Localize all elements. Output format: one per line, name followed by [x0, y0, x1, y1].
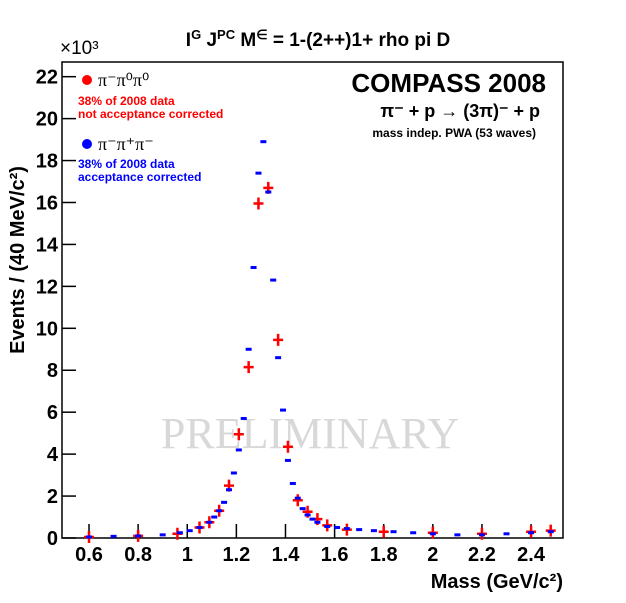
data-point [273, 333, 284, 346]
x-tick-label: 1 [182, 544, 193, 566]
x-tick-label: 2 [427, 544, 438, 566]
title-part: M [235, 30, 256, 51]
data-point [378, 525, 389, 538]
title-part: = 1-(2++)1+ rho pi D [268, 30, 451, 51]
legend-marker [82, 139, 92, 149]
x-tick-label: 1.6 [321, 544, 349, 566]
title-sup: PC [217, 27, 236, 42]
title-part: J [201, 30, 217, 51]
y-tick-label: 12 [36, 276, 58, 298]
x-tick-label: 2.2 [468, 544, 496, 566]
x-tick-label: 1.2 [222, 544, 250, 566]
data-point [292, 494, 303, 507]
legend-note: acceptance corrected [78, 170, 201, 184]
y-axis-label: Events / (40 MeV/c²) [7, 166, 29, 354]
x-tick-label: 1.8 [370, 544, 398, 566]
legend-label: π⁻π⁺π⁻ [98, 134, 154, 154]
x-tick-label: 0.8 [124, 544, 152, 566]
y-tick-label: 0 [47, 528, 58, 550]
legend-note: not acceptance corrected [78, 107, 223, 121]
legend-label: π⁻π⁰π⁰ [98, 70, 149, 90]
annotation: π⁻ + p → (3π)⁻ + p [380, 101, 540, 121]
legend-note: 38% of 2008 data [78, 94, 175, 108]
x-tick-label: 2.4 [517, 544, 546, 566]
x-tick-label: 0.6 [75, 544, 103, 566]
title-sup: G [191, 27, 201, 42]
x-axis-label: Mass (GeV/c²) [431, 571, 563, 593]
watermark: PRELIMINARY [161, 409, 459, 458]
y-tick-label: 16 [36, 192, 58, 214]
data-point [282, 440, 293, 453]
y-multiplier: ×10³ [60, 38, 99, 59]
y-tick-label: 14 [36, 234, 59, 256]
y-tick-label: 6 [47, 402, 58, 424]
y-tick-label: 18 [36, 151, 58, 173]
title-sup: ∈ [256, 27, 267, 42]
y-tick-label: 20 [36, 109, 58, 131]
y-tick-label: 8 [47, 360, 58, 382]
legend-note: 38% of 2008 data [78, 157, 175, 171]
plot-frame [61, 61, 564, 539]
y-tick-label: 4 [47, 444, 59, 466]
title-part: I [186, 30, 191, 51]
y-tick-label: 22 [36, 67, 58, 89]
chart-title: IG JPC M∈ = 1-(2++)1+ rho pi D [186, 27, 450, 51]
legend-marker [82, 75, 92, 85]
annotation: mass indep. PWA (53 waves) [372, 126, 536, 140]
annotation: COMPASS 2008 [351, 68, 546, 98]
y-tick-label: 10 [36, 318, 58, 340]
x-tick-label: 1.4 [272, 544, 301, 566]
data-point [243, 361, 254, 374]
data-point [233, 428, 244, 441]
y-tick-label: 2 [47, 486, 58, 508]
data-point [253, 197, 264, 210]
